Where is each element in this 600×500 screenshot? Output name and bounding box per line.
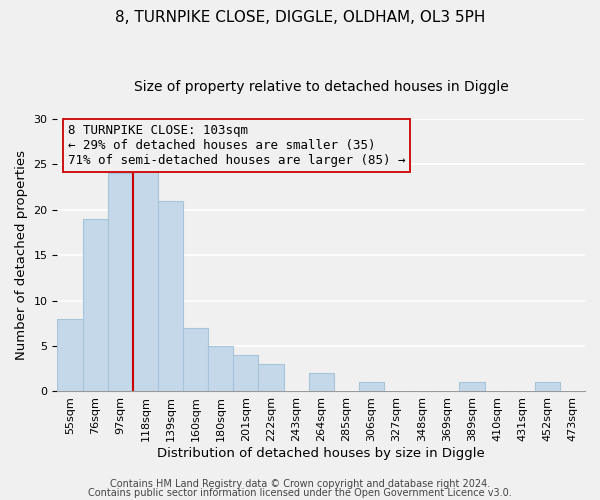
Text: 8 TURNPIKE CLOSE: 103sqm
← 29% of detached houses are smaller (35)
71% of semi-d: 8 TURNPIKE CLOSE: 103sqm ← 29% of detach… [68,124,406,167]
Bar [208,346,233,392]
Bar [83,219,107,392]
Y-axis label: Number of detached properties: Number of detached properties [15,150,28,360]
Bar [107,174,133,392]
Bar [183,328,208,392]
Text: Contains public sector information licensed under the Open Government Licence v3: Contains public sector information licen… [88,488,512,498]
Bar [133,164,158,392]
Bar [233,355,259,392]
Bar [535,382,560,392]
Bar [259,364,284,392]
Title: Size of property relative to detached houses in Diggle: Size of property relative to detached ho… [134,80,509,94]
X-axis label: Distribution of detached houses by size in Diggle: Distribution of detached houses by size … [157,447,485,460]
Bar [359,382,384,392]
Bar [308,374,334,392]
Bar [58,318,83,392]
Bar [460,382,485,392]
Text: 8, TURNPIKE CLOSE, DIGGLE, OLDHAM, OL3 5PH: 8, TURNPIKE CLOSE, DIGGLE, OLDHAM, OL3 5… [115,10,485,25]
Text: Contains HM Land Registry data © Crown copyright and database right 2024.: Contains HM Land Registry data © Crown c… [110,479,490,489]
Bar [158,200,183,392]
